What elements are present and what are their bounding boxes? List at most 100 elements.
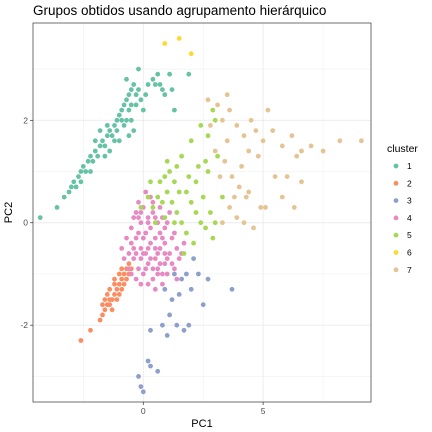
point-cluster-3 — [188, 286, 194, 292]
point-cluster-4 — [145, 220, 151, 226]
point-cluster-4 — [148, 225, 153, 231]
point-cluster-2 — [102, 307, 108, 313]
point-cluster-5 — [205, 133, 211, 139]
point-cluster-7 — [241, 220, 247, 226]
point-cluster-4 — [176, 256, 182, 261]
point-cluster-7 — [227, 205, 233, 210]
point-cluster-7 — [291, 205, 297, 210]
point-cluster-3 — [138, 384, 144, 389]
point-cluster-6 — [176, 36, 182, 41]
point-cluster-2 — [124, 276, 129, 282]
point-cluster-2 — [107, 302, 113, 308]
point-cluster-4 — [167, 251, 173, 256]
point-cluster-1 — [128, 102, 134, 108]
point-cluster-1 — [128, 117, 134, 123]
point-cluster-7 — [270, 128, 276, 134]
point-cluster-4 — [131, 246, 137, 251]
plot-border — [32, 22, 372, 403]
point-cluster-7 — [217, 174, 223, 180]
point-cluster-4 — [155, 266, 161, 272]
point-cluster-1 — [167, 71, 173, 77]
point-cluster-7 — [224, 92, 230, 98]
point-cluster-3 — [196, 271, 201, 277]
point-cluster-2 — [97, 317, 103, 323]
legend-key-6 — [393, 250, 399, 255]
point-cluster-4 — [145, 261, 151, 267]
point-cluster-5 — [169, 199, 175, 205]
legend-label-4: 4 — [407, 213, 412, 223]
point-cluster-2 — [102, 297, 108, 302]
point-cluster-5 — [179, 220, 185, 226]
point-cluster-1 — [145, 82, 151, 87]
point-cluster-1 — [136, 87, 141, 92]
point-cluster-3 — [184, 271, 189, 277]
point-cluster-1 — [155, 71, 161, 77]
point-cluster-5 — [138, 205, 144, 210]
legend-label-1: 1 — [407, 161, 412, 171]
point-cluster-7 — [227, 107, 233, 113]
point-cluster-1 — [109, 133, 115, 139]
point-cluster-7 — [222, 158, 228, 164]
point-cluster-2 — [116, 281, 122, 287]
point-cluster-2 — [107, 297, 113, 302]
point-cluster-1 — [102, 153, 108, 159]
y-axis-title: PC2 — [3, 202, 15, 223]
point-cluster-4 — [162, 251, 168, 256]
point-cluster-5 — [150, 205, 156, 210]
point-cluster-7 — [241, 133, 247, 139]
legend-key-2 — [393, 180, 399, 186]
point-cluster-5 — [186, 174, 192, 180]
plot-panel — [33, 23, 371, 402]
point-cluster-1 — [162, 92, 168, 98]
point-cluster-1 — [136, 66, 141, 72]
point-cluster-3 — [160, 322, 165, 328]
point-cluster-3 — [186, 322, 192, 328]
point-cluster-4 — [143, 189, 149, 195]
point-cluster-3 — [191, 256, 197, 261]
data-points — [37, 36, 364, 395]
point-cluster-1 — [66, 189, 72, 195]
point-cluster-3 — [145, 358, 151, 364]
point-cluster-1 — [140, 107, 146, 113]
point-cluster-4 — [150, 210, 156, 215]
point-cluster-5 — [212, 220, 218, 226]
legend-key-4 — [393, 215, 399, 221]
point-cluster-1 — [119, 117, 125, 123]
point-cluster-4 — [145, 246, 151, 251]
point-cluster-1 — [85, 158, 91, 164]
point-cluster-2 — [78, 338, 84, 343]
point-cluster-3 — [169, 297, 175, 302]
point-cluster-4 — [150, 276, 156, 282]
point-cluster-4 — [155, 251, 161, 256]
point-cluster-5 — [212, 117, 218, 123]
point-cluster-7 — [229, 174, 235, 180]
point-cluster-4 — [121, 256, 127, 261]
point-cluster-1 — [88, 153, 93, 159]
point-cluster-2 — [116, 271, 122, 277]
point-cluster-3 — [140, 389, 146, 395]
point-cluster-3 — [229, 286, 235, 292]
point-cluster-2 — [107, 286, 113, 292]
point-cluster-5 — [203, 158, 209, 164]
point-cluster-1 — [124, 76, 129, 82]
point-cluster-5 — [148, 179, 153, 185]
point-cluster-5 — [191, 240, 197, 246]
point-cluster-7 — [272, 174, 278, 180]
point-cluster-1 — [157, 82, 163, 87]
point-cluster-3 — [200, 302, 206, 308]
legend-label-5: 5 — [407, 230, 412, 240]
point-cluster-2 — [112, 281, 117, 287]
point-cluster-1 — [186, 71, 192, 77]
point-cluster-1 — [143, 92, 149, 98]
point-cluster-3 — [205, 276, 211, 282]
point-cluster-4 — [128, 271, 134, 277]
legend: cluster 1 2 3 4 5 6 7 — [387, 143, 418, 275]
point-cluster-2 — [112, 292, 117, 297]
point-cluster-7 — [236, 184, 242, 190]
point-cluster-1 — [104, 123, 110, 128]
point-cluster-7 — [220, 117, 225, 123]
point-cluster-7 — [246, 148, 252, 154]
point-cluster-1 — [95, 153, 101, 159]
point-cluster-1 — [131, 82, 137, 87]
